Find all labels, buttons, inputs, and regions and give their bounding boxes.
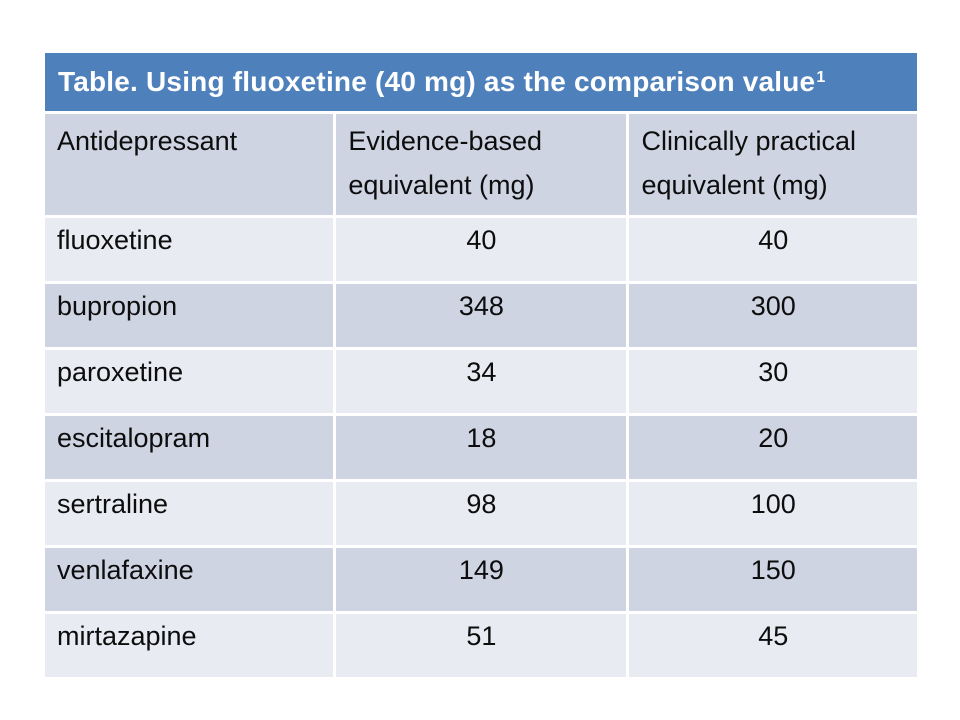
column-header-row: Antidepressant Evidence-based equivalent…: [45, 114, 917, 216]
table-row-mirtazapine: mirtazapine 51 45: [45, 614, 917, 678]
practical-equivalent-cell: 40: [629, 218, 917, 282]
practical-equivalent-cell: 30: [629, 350, 917, 414]
drug-name-cell: fluoxetine: [45, 218, 334, 282]
title-superscript: 1: [816, 69, 826, 87]
table-title: Table. Using fluoxetine (40 mg) as the c…: [45, 53, 917, 111]
evidence-equivalent-cell: 51: [336, 614, 627, 678]
practical-equivalent-cell: 300: [629, 284, 917, 348]
table-title-row: Table. Using fluoxetine (40 mg) as the c…: [45, 53, 917, 111]
drug-name-cell: sertraline: [45, 482, 334, 546]
fluoxetine-equivalence-table: Table. Using fluoxetine (40 mg) as the c…: [42, 50, 920, 680]
table-row-paroxetine: paroxetine 34 30: [45, 350, 917, 414]
column-header-clinically-practical: Clinically practical equivalent (mg): [629, 114, 917, 216]
evidence-equivalent-cell: 18: [336, 416, 627, 480]
evidence-equivalent-cell: 98: [336, 482, 627, 546]
practical-equivalent-cell: 150: [629, 548, 917, 612]
evidence-equivalent-cell: 34: [336, 350, 627, 414]
column-header-antidepressant: Antidepressant: [45, 114, 334, 216]
practical-equivalent-cell: 20: [629, 416, 917, 480]
evidence-equivalent-cell: 348: [336, 284, 627, 348]
table-row-sertraline: sertraline 98 100: [45, 482, 917, 546]
drug-name-cell: bupropion: [45, 284, 334, 348]
drug-name-cell: venlafaxine: [45, 548, 334, 612]
table-row-escitalopram: escitalopram 18 20: [45, 416, 917, 480]
drug-name-cell: escitalopram: [45, 416, 334, 480]
evidence-equivalent-cell: 149: [336, 548, 627, 612]
table-title-text: Table. Using fluoxetine (40 mg) as the c…: [58, 66, 816, 97]
practical-equivalent-cell: 100: [629, 482, 917, 546]
drug-name-cell: mirtazapine: [45, 614, 334, 678]
table-row-fluoxetine: fluoxetine 40 40: [45, 218, 917, 282]
table-row-venlafaxine: venlafaxine 149 150: [45, 548, 917, 612]
drug-name-cell: paroxetine: [45, 350, 334, 414]
table-row-bupropion: bupropion 348 300: [45, 284, 917, 348]
evidence-equivalent-cell: 40: [336, 218, 627, 282]
column-header-evidence-based: Evidence-based equivalent (mg): [336, 114, 627, 216]
practical-equivalent-cell: 45: [629, 614, 917, 678]
